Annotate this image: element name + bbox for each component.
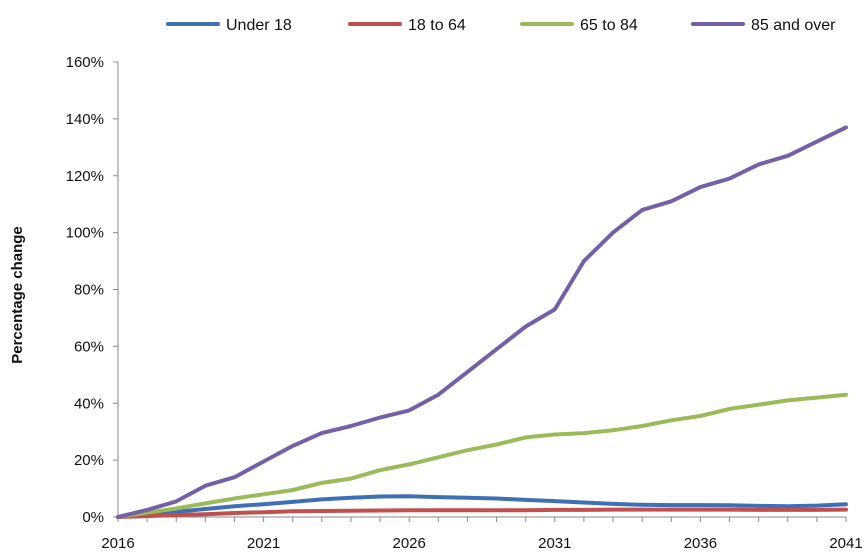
- x-tick-label: 2036: [684, 535, 717, 552]
- y-tick-label: 120%: [66, 168, 104, 185]
- y-tick-label: 140%: [66, 111, 104, 128]
- legend-label: 65 to 84: [580, 17, 638, 34]
- y-tick-label: 20%: [74, 452, 104, 469]
- y-tick-label: 80%: [74, 282, 104, 299]
- x-tick-label: 2041: [829, 535, 862, 552]
- legend-item-85-and-over: 85 and over: [691, 17, 836, 34]
- x-tick-label: 2031: [538, 535, 571, 552]
- series-line-under-18: [116, 494, 848, 519]
- plot-lines: [116, 125, 848, 519]
- legend-label: Under 18: [226, 17, 292, 34]
- legend-label: 18 to 64: [408, 17, 466, 34]
- legend-item-under-18: Under 18: [166, 17, 292, 34]
- y-tick-label: 100%: [66, 225, 104, 242]
- chart-legend: Under 18 18 to 64 65 to 84 85 and over: [166, 17, 836, 34]
- x-tick-label: 2016: [101, 535, 134, 552]
- series-line-85-and-over: [116, 125, 848, 519]
- y-axis-title: Percentage change: [9, 226, 26, 364]
- legend-label: 85 and over: [751, 17, 836, 34]
- y-tick-label: 0%: [82, 509, 104, 526]
- y-axis: 0% 20% 40% 60% 80% 100% 120% 140% 160%: [66, 54, 119, 526]
- legend-item-65-to-84: 65 to 84: [520, 17, 638, 34]
- legend-item-18-to-64: 18 to 64: [348, 17, 466, 34]
- x-tick-label: 2021: [247, 535, 280, 552]
- x-tick-label: 2026: [393, 535, 426, 552]
- x-axis: 2016 2021 2026 2031 2036 2041: [101, 516, 863, 552]
- series-line-65-to-84: [116, 392, 848, 519]
- y-tick-label: 60%: [74, 338, 104, 355]
- y-tick-label: 160%: [66, 54, 104, 71]
- y-tick-label: 40%: [74, 395, 104, 412]
- series-line-18-to-64: [116, 507, 848, 519]
